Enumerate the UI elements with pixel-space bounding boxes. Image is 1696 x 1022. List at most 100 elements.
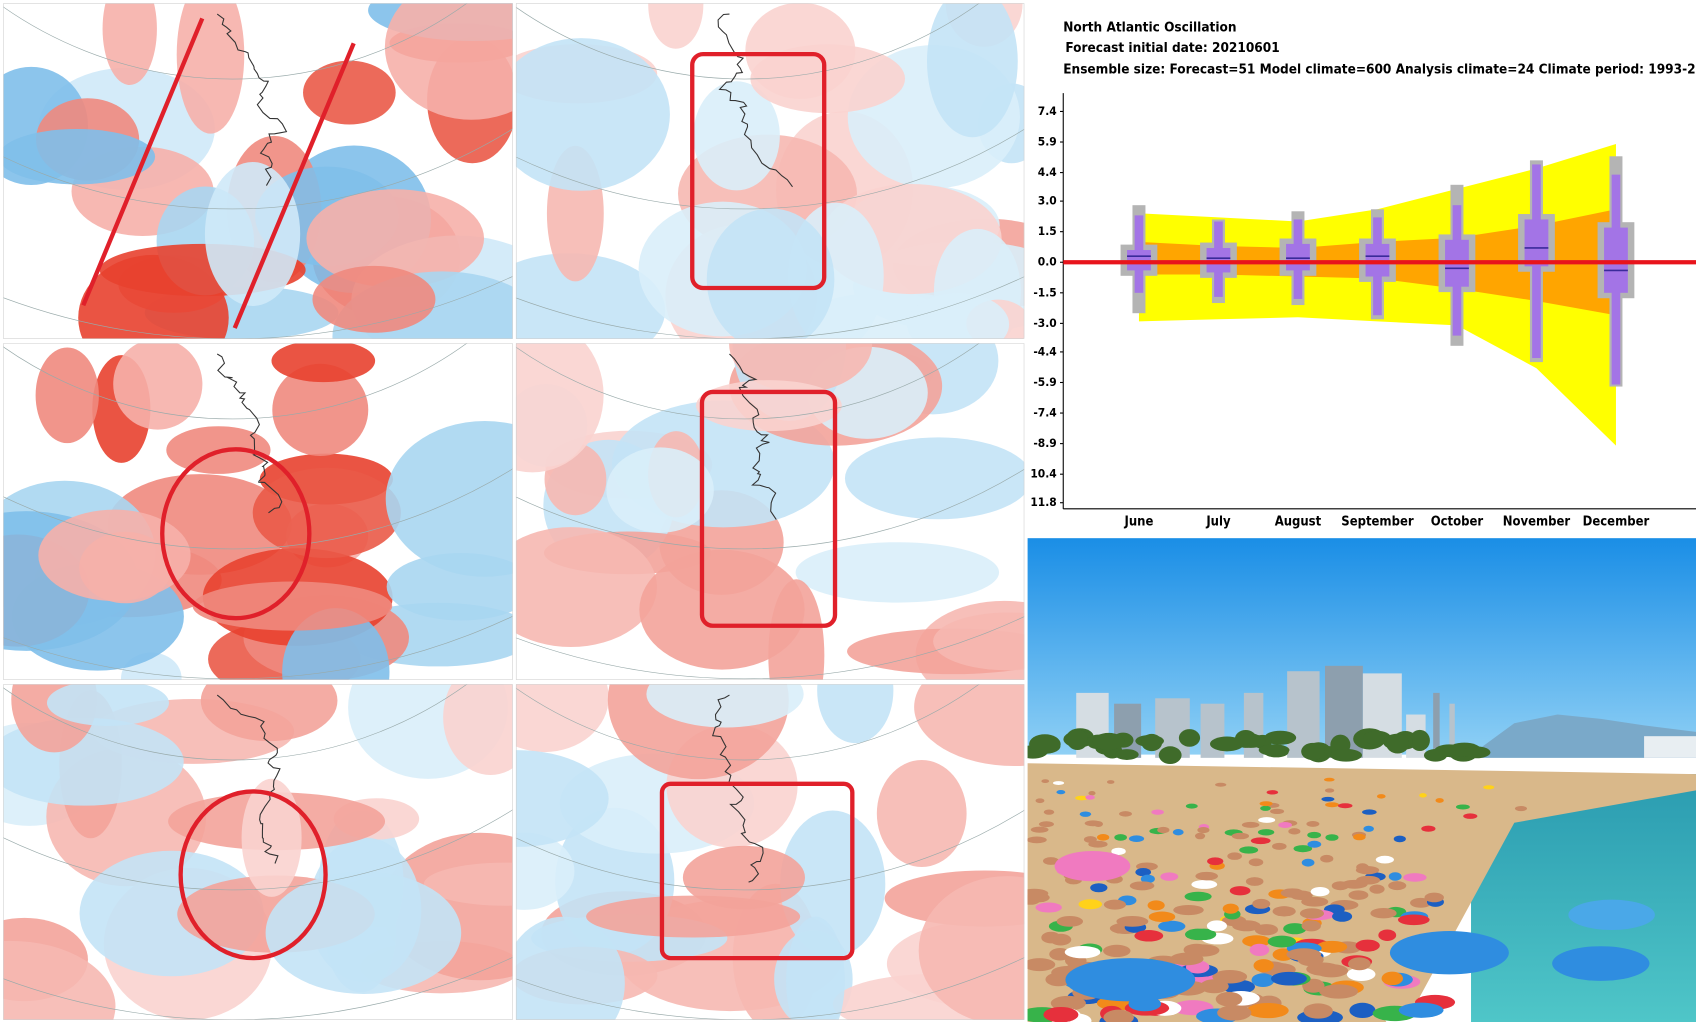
map-anomaly [682,845,805,910]
annotation-line [232,42,356,329]
y-tick-label: 3.0 [1038,194,1057,208]
map-graticule [3,3,468,80]
x-tick-label: November [1503,514,1571,529]
palm [1178,729,1201,747]
map-anomaly [918,876,1025,1020]
umbrella [1353,833,1366,841]
beachgoer [1227,852,1242,860]
beachgoer [1301,920,1321,932]
map-anomaly [745,3,856,99]
palm [1158,746,1182,765]
palm [1066,729,1089,751]
umbrella [1483,785,1495,790]
umbrella [1103,944,1131,958]
coastline [711,694,764,883]
palm [1264,730,1297,745]
map-anomaly [606,447,714,533]
chart-title: North Atlantic Oscillation [1063,19,1236,35]
umbrella [1191,879,1218,889]
y-tick-label: -5.9 [1033,375,1056,389]
beachgoer [1455,804,1470,810]
map-anomaly [786,916,845,1020]
umbrella [1030,826,1049,833]
map-graticule [3,128,513,210]
map-anomaly [817,684,894,744]
y-tick-label: -3.0 [1033,316,1056,330]
map-panels [3,3,1025,1020]
map-panel [3,684,513,1020]
umbrella [1362,809,1377,815]
umbrella [1222,903,1239,914]
beachgoer [1278,821,1292,828]
x-tick-label: September [1341,514,1414,529]
beachgoer [1424,892,1444,903]
beachgoer [1398,1002,1444,1018]
annotation-box [699,389,838,628]
x-tick-label: October [1431,514,1484,529]
beachgoer [1370,908,1397,919]
map-anomaly [271,343,376,383]
map-graticule [515,3,980,80]
map-anomaly [515,253,666,339]
building [1433,692,1440,758]
map-anomaly [241,778,302,897]
beachgoer [1397,914,1430,926]
annotation-circle [178,789,328,961]
beachgoer [1316,940,1348,953]
map-anomaly [515,38,670,191]
map-anomaly [876,760,967,867]
y-tick-label: 4.4 [1038,165,1057,179]
y-tick-label: 10.4 [1030,467,1056,481]
beachgoer [1056,916,1084,927]
beachgoer [1185,803,1198,809]
beachgoer [1160,872,1179,881]
beachgoer [1325,802,1340,808]
building [1449,703,1455,758]
beachgoer [1119,811,1132,817]
umbrella [1065,958,1196,1002]
annotation-circle [160,447,312,621]
map-anomaly [252,467,401,559]
beachgoer [1323,777,1335,782]
umbrella [1288,828,1301,835]
umbrella [1079,811,1092,817]
beachgoer [1301,858,1315,867]
palm [1423,749,1448,762]
umbrella [1410,897,1432,908]
x-tick-label: August [1275,514,1322,529]
map-anomaly [515,916,625,1020]
umbrella [1321,796,1335,802]
mountain [1481,714,1696,758]
umbrella [1324,788,1335,793]
palm [1409,729,1430,752]
map-anomaly [515,832,575,910]
umbrella [1035,798,1045,804]
umbrella [1381,971,1403,986]
beachgoer [1212,969,1248,984]
umbrella [1363,825,1374,832]
beachgoer [1250,837,1271,845]
coastline [729,353,777,520]
umbrella [1314,964,1349,978]
beachgoer [1197,826,1210,834]
beachgoer [1135,867,1152,877]
umbrella [1097,834,1110,841]
umbrella [1027,958,1056,972]
x-tick-label: June [1124,514,1154,529]
umbrella [1075,795,1088,801]
beachgoer [1128,835,1145,843]
umbrella [1054,850,1131,882]
umbrella [1283,923,1307,935]
beachgoer [1337,803,1353,809]
umbrella [1215,991,1243,1007]
umbrella [1245,877,1264,886]
map-anomaly [102,3,157,85]
map-anomaly [515,684,609,753]
map-anomaly [795,542,1000,603]
umbrella [1355,866,1380,875]
beachgoer [1463,813,1478,819]
umbrella [1346,967,1376,981]
beachgoer [1301,896,1329,907]
